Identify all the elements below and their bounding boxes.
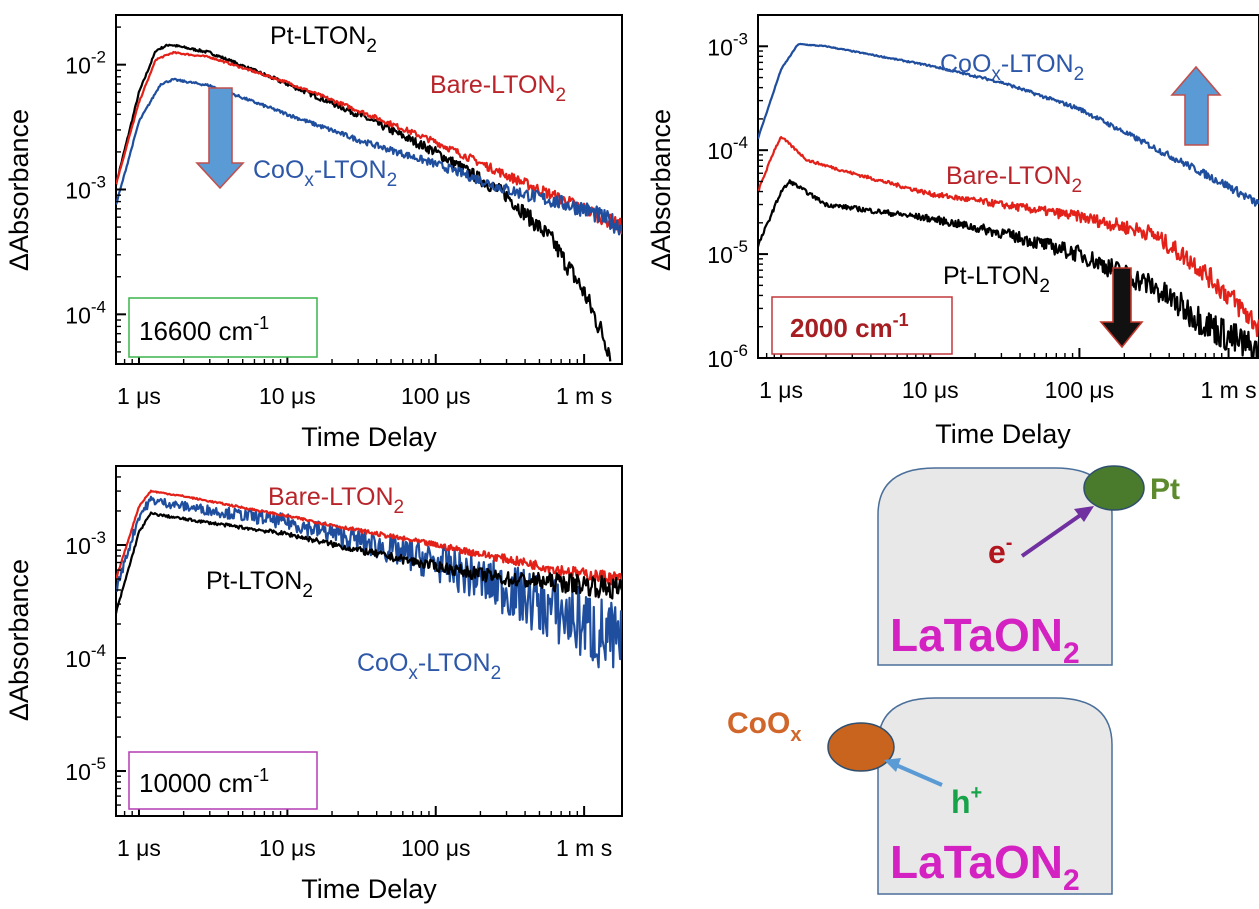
series-line-bare (758, 136, 1259, 338)
wavenumber-text: 10000 cm-1 (139, 765, 269, 798)
wavenumber-box (771, 296, 953, 355)
x-tick-label: 100 μs (401, 383, 471, 409)
schematic-pt: Pt e- LaTaON2 (877, 465, 1180, 670)
y-tick-label: 10-5 (707, 237, 748, 268)
x-tick-label: 10 μs (259, 383, 316, 409)
series-label-bare: Bare-LTON2 (268, 483, 404, 518)
series-label-coox: CoOx-LTON2 (940, 50, 1084, 85)
y-tick-label: 10-4 (707, 133, 748, 164)
coox-label: CoOx (727, 707, 801, 746)
x-tick-label: 100 μs (401, 835, 471, 861)
x-axis-label: Time Delay (301, 874, 437, 904)
increase-arrow (1170, 65, 1222, 146)
latao-grain (877, 697, 1113, 895)
series-line-pt (758, 179, 1259, 358)
coox-particle (827, 722, 895, 772)
y-axis-label: ΔAbsorbance (4, 109, 34, 271)
wavenumber-text: 2000 cm-1 (790, 310, 909, 343)
plot-frame (757, 14, 1259, 359)
latao-label: LaTaON2 (890, 609, 1080, 670)
series-line-coox (116, 495, 622, 669)
y-tick-label: 10-6 (707, 341, 748, 372)
wavenumber-label: 2000 cm-1 (771, 296, 953, 355)
y-axis-label: ΔAbsorbance (646, 109, 676, 271)
x-axis-label: Time Delay (935, 419, 1071, 449)
x-tick-label: 1 μs (117, 383, 161, 409)
y-axis-label: ΔAbsorbance (4, 559, 34, 721)
wavenumber-label: 16600 cm-1 (128, 297, 318, 358)
pt-label: Pt (1150, 473, 1180, 506)
tick-layer: 1 μs 10 μs 100 μs 1 m s 10-2 10-3 10-4 (65, 26, 612, 409)
wavenumber-label: 10000 cm-1 (128, 751, 318, 810)
series-layer (116, 489, 622, 669)
chart-bottom-left: 1 μs 10 μs 100 μs 1 m s 10-3 10-4 10-5 ΔAbsorb… (4, 465, 623, 904)
schematic-coox: CoOx h+ LaTaON2 (727, 697, 1113, 897)
wavenumber-text: 16600 cm-1 (139, 313, 269, 346)
series-label-coox: CoOx-LTON2 (253, 156, 397, 191)
electron-transfer-arrow (1020, 512, 1084, 558)
tick-layer: 1 μs 10 μs 100 μs 1 m s 10-3 10-4 10-5 (65, 465, 612, 861)
series-line-coox (116, 77, 622, 236)
chart-top-right: 1 μs 10 μs 100 μs 1 m s 10-3 10-4 10-5 10-6 ΔAb… (646, 14, 1259, 449)
series-label-bare: Bare-LTON2 (946, 162, 1082, 197)
latao-label: LaTaON2 (890, 836, 1080, 897)
y-tick-label: 10-3 (65, 528, 106, 559)
x-tick-label: 1 m s (556, 835, 612, 861)
series-line-bare (116, 489, 622, 586)
x-tick-label: 1 m s (556, 383, 612, 409)
x-tick-label: 1 μs (117, 835, 161, 861)
x-tick-label: 1 μs (759, 377, 803, 403)
series-label-pt: Pt-LTON2 (943, 262, 1050, 297)
wavenumber-box (128, 297, 318, 358)
hole-arrowhead (884, 758, 901, 772)
decrease-arrow (195, 87, 245, 190)
series-layer (758, 42, 1259, 358)
hole-label: h+ (951, 782, 982, 820)
electron-label: e- (988, 532, 1012, 570)
series-label-pt: Pt-LTON2 (206, 567, 313, 602)
y-tick-label: 10-5 (65, 754, 106, 785)
x-tick-label: 10 μs (259, 835, 316, 861)
series-label-coox: CoOx-LTON2 (357, 649, 501, 684)
x-axis-label: Time Delay (301, 422, 437, 452)
electron-arrowhead (1074, 506, 1094, 522)
wavenumber-box (128, 751, 318, 810)
series-label-bare: Bare-LTON2 (430, 71, 566, 106)
x-tick-label: 10 μs (902, 377, 959, 403)
series-line-bare (116, 50, 622, 235)
series-label-pt: Pt-LTON2 (270, 22, 377, 57)
tick-layer: 1 μs 10 μs 100 μs 1 m s 10-3 10-4 10-5 10-6 (707, 14, 1257, 403)
series-layer (116, 43, 622, 362)
x-tick-label: 100 μs (1045, 377, 1115, 403)
x-tick-label: 1 m s (1200, 377, 1256, 403)
y-tick-label: 10-3 (707, 29, 748, 60)
pt-particle (1083, 465, 1145, 511)
y-tick-label: 10-4 (65, 297, 106, 328)
plot-frame (115, 465, 623, 817)
y-tick-label: 10-2 (65, 48, 106, 79)
chart-top-left: 1 μs 10 μs 100 μs 1 m s 10-2 10-3 10-4 ΔAbsorb… (4, 14, 623, 452)
y-tick-label: 10-3 (65, 173, 106, 204)
decrease-arrow (1099, 267, 1144, 349)
series-line-coox (758, 42, 1259, 207)
hole-transfer-arrow (895, 763, 943, 787)
y-tick-label: 10-4 (65, 641, 106, 672)
series-line-pt (116, 511, 622, 614)
